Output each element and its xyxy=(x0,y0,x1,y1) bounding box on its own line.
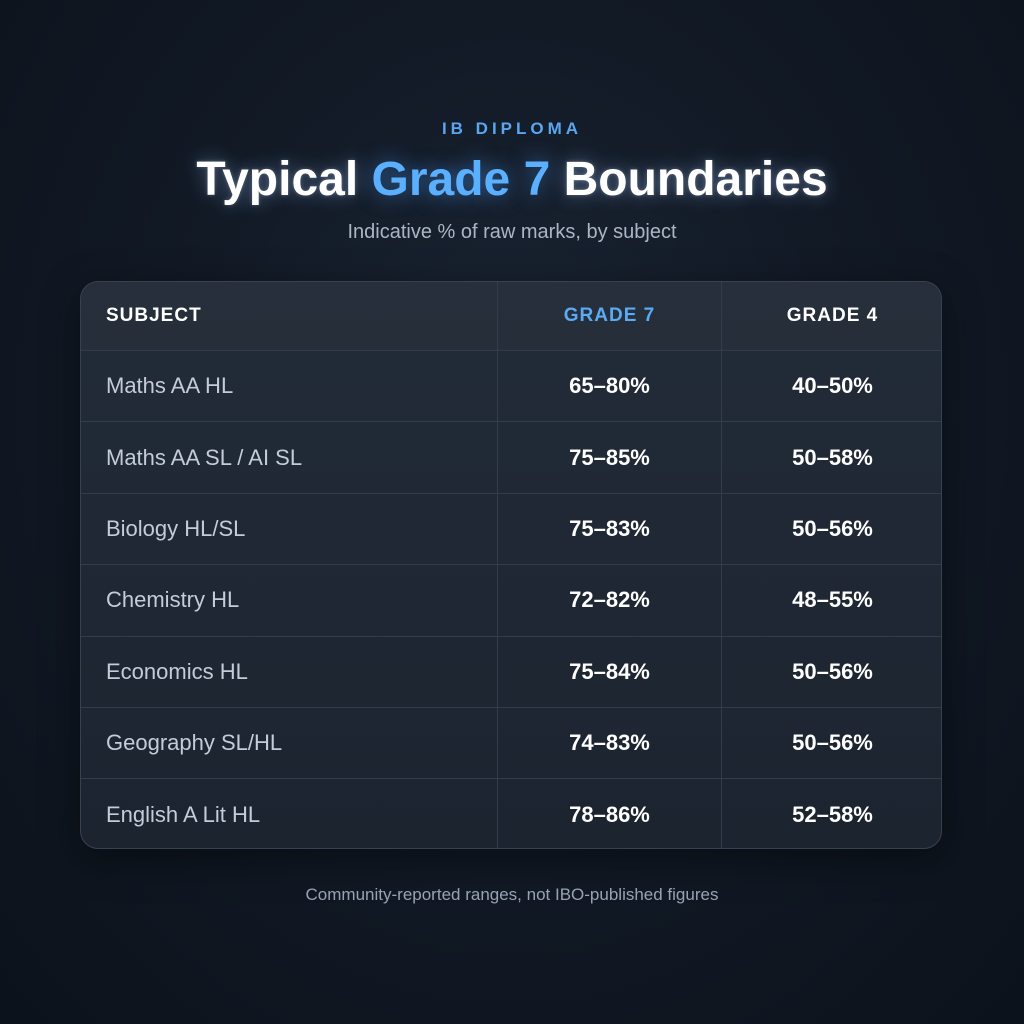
grade-4-cell: 48–55% xyxy=(721,565,941,636)
table-row: Economics HL 75–84% 50–56% xyxy=(81,635,941,707)
column-header-grade-4: GRADE 4 xyxy=(721,282,941,350)
subject-cell: Maths AA SL / AI SL xyxy=(106,444,303,470)
subject-cell: Chemistry HL xyxy=(106,587,240,613)
table-row: Maths AA HL 65–80% 40–50% xyxy=(81,350,941,422)
grade-7-cell: 74–83% xyxy=(497,708,721,779)
title-part-1: Typical xyxy=(196,153,372,206)
page-subtitle: Indicative % of raw marks, by subject xyxy=(347,221,677,243)
table-row: English A Lit HL 78–86% 52–58% xyxy=(81,778,941,848)
table-header-row: SUBJECT GRADE 7 GRADE 4 xyxy=(81,282,941,350)
title-accent: Grade 7 xyxy=(371,153,551,206)
column-header-grade-7: GRADE 7 xyxy=(497,282,721,350)
grade-7-cell: 65–80% xyxy=(497,351,721,422)
table-row: Geography SL/HL 74–83% 50–56% xyxy=(81,707,941,779)
grade-4-cell: 40–50% xyxy=(721,351,941,422)
title-part-2: Boundaries xyxy=(550,153,828,206)
subject-cell: English A Lit HL xyxy=(106,801,261,827)
grade-7-cell: 75–85% xyxy=(497,422,721,493)
subject-cell: Geography SL/HL xyxy=(106,730,283,756)
grade-7-cell: 78–86% xyxy=(497,779,721,848)
subject-cell: Biology HL/SL xyxy=(106,515,246,541)
table-row: Chemistry HL 72–82% 48–55% xyxy=(81,564,941,636)
subject-cell: Maths AA HL xyxy=(106,373,234,399)
grade-7-cell: 75–83% xyxy=(497,493,721,565)
grade-4-cell: 50–58% xyxy=(721,422,941,493)
grade-4-cell: 50–56% xyxy=(721,493,941,565)
eyebrow-label: IB DIPLOMA xyxy=(441,119,583,138)
grade-7-cell: 72–82% xyxy=(497,565,721,636)
column-header-subject: SUBJECT xyxy=(106,305,202,326)
grade-4-cell: 52–58% xyxy=(721,779,941,848)
table-row: Maths AA SL / AI SL 75–85% 50–58% xyxy=(81,421,941,493)
grade-4-cell: 50–56% xyxy=(721,636,941,707)
subject-cell: Economics HL xyxy=(106,658,248,684)
footnote: Community-reported ranges, not IBO-publi… xyxy=(305,885,719,904)
boundaries-table: SUBJECT GRADE 7 GRADE 4 Maths AA HL 65–80… xyxy=(80,281,942,849)
page-title: Typical Grade 7 Boundaries xyxy=(0,152,1024,207)
grade-4-cell: 50–56% xyxy=(721,708,941,779)
grade-7-cell: 75–84% xyxy=(497,636,721,707)
table-row: Biology HL/SL 75–83% 50–56% xyxy=(81,492,941,565)
